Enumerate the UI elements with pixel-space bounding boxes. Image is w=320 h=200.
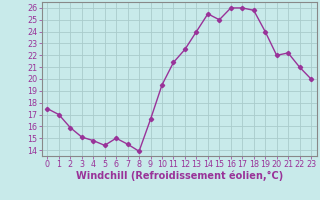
X-axis label: Windchill (Refroidissement éolien,°C): Windchill (Refroidissement éolien,°C) bbox=[76, 171, 283, 181]
